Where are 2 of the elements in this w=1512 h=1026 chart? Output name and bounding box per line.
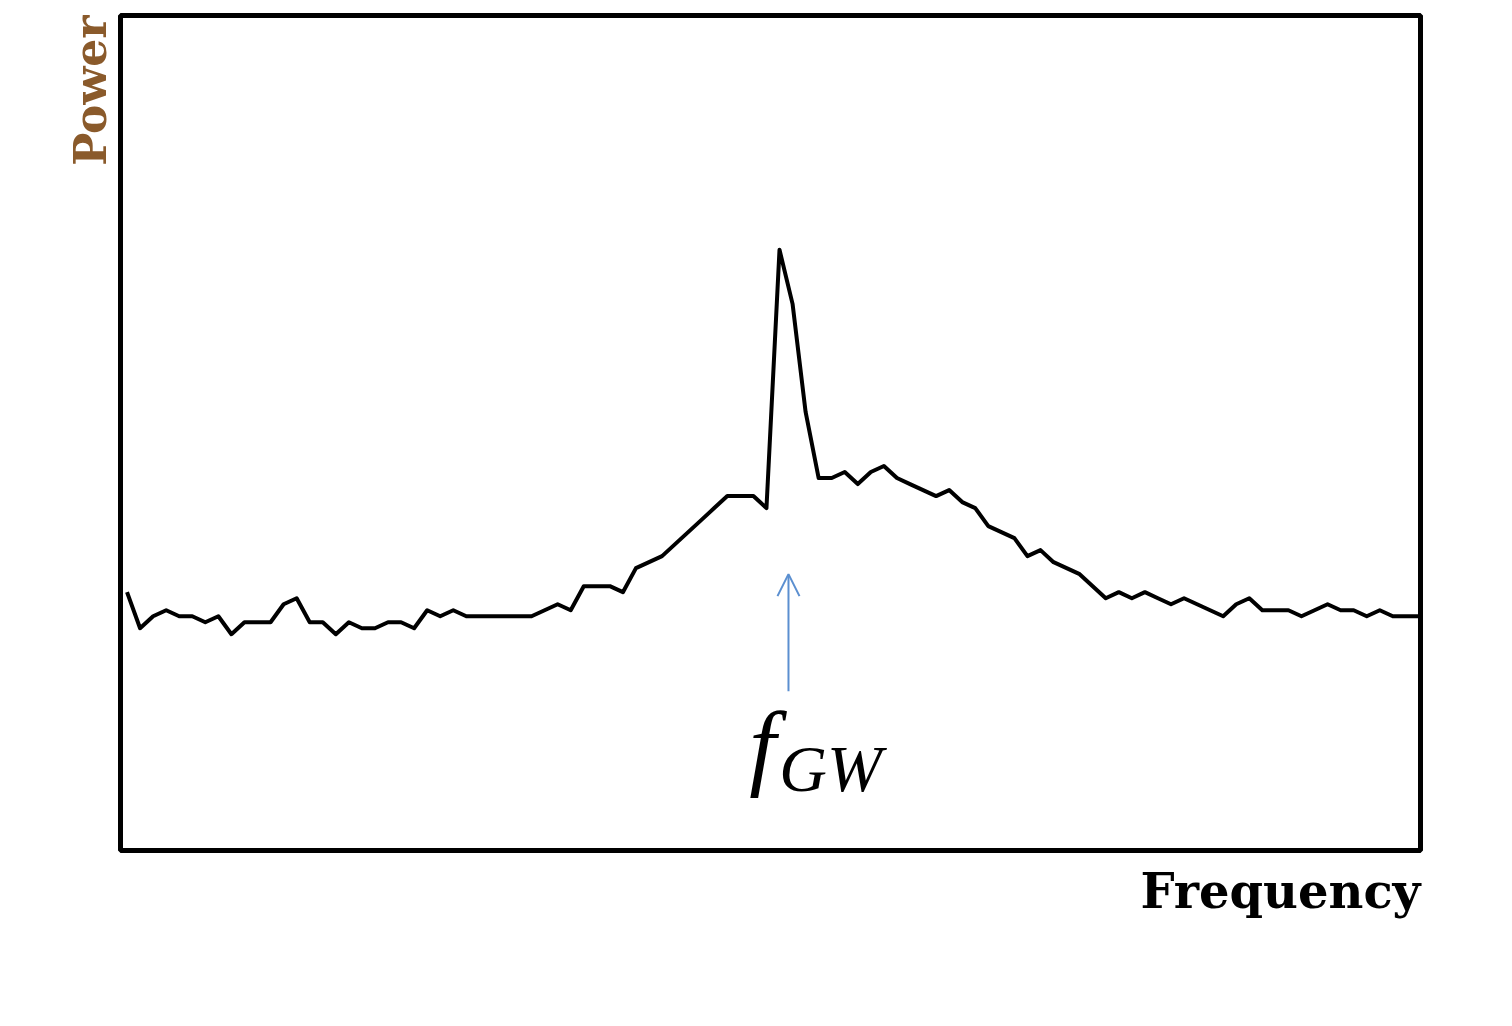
y-axis-title: Power <box>64 14 116 166</box>
x-axis-title: Frequency <box>1140 862 1423 919</box>
